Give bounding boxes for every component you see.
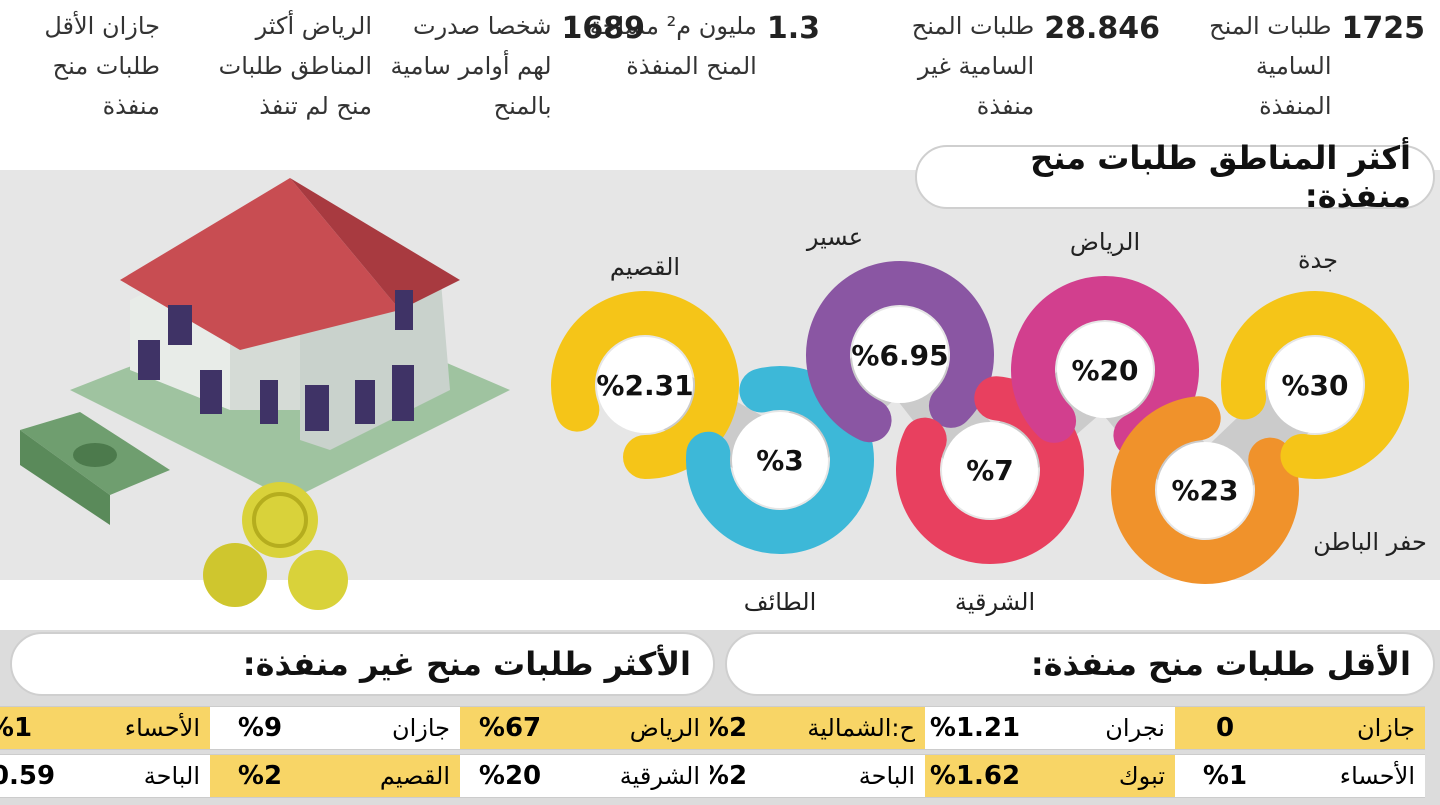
stat: 28.846 طلبات المنح السامية غير منفذة <box>884 6 1160 126</box>
cell-value: %1.62 <box>925 754 1025 798</box>
ring-center <box>1267 337 1363 433</box>
cell-value: 0 <box>1175 706 1275 750</box>
stat: 1.3 مليون م² مساحة المنح المنفذة <box>587 6 820 86</box>
cell-name: الأحساء <box>1275 754 1425 798</box>
value-label: %3 <box>756 444 804 477</box>
stat-label: شخصا صدرت لهم أوامر سامية بالمنح <box>390 12 552 120</box>
table-title: الأكثر طلبات منح غير منفذة: <box>10 632 715 696</box>
value-label: %23 <box>1171 474 1238 507</box>
value-label: %6.95 <box>851 339 948 372</box>
cell-value: %67 <box>460 706 560 750</box>
rings: %2.31 القصيم %3 الطائف %6.95 عسير %7 الشرقية %20… <box>551 223 1427 616</box>
ring <box>1011 276 1199 458</box>
cell-name: جازان <box>1275 706 1425 750</box>
ring-center <box>942 422 1038 518</box>
stat: جازان الأقل طلبات منح منفذة <box>20 6 160 126</box>
table: جازان 0 نجران %1.21 ح:الشمالية %2 الأحساء %1 تبو… <box>675 706 1425 798</box>
cell-name: الشرقية <box>560 754 710 798</box>
value-label: %2.31 <box>596 369 693 402</box>
ring <box>1111 396 1299 584</box>
cell-name: ح:الشمالية <box>775 706 925 750</box>
cell-value: %2 <box>210 754 310 798</box>
category-label: عسير <box>806 223 863 251</box>
ring-center <box>1057 322 1153 418</box>
stat-number: 1725 <box>1341 11 1426 46</box>
table-title: الأقل طلبات منح منفذة: <box>725 632 1435 696</box>
stat: الرياض أكثر المناطق طلبات منح لم تنفذ <box>182 6 372 126</box>
cell-value: %1.21 <box>925 706 1025 750</box>
ring-center <box>597 337 693 433</box>
cell-value: %0.59 <box>0 754 60 798</box>
cell-name: الرياض <box>560 706 710 750</box>
ring-center <box>1157 442 1253 538</box>
stat-label: الرياض أكثر المناطق طلبات منح لم تنفذ <box>218 12 372 120</box>
ring <box>806 261 994 443</box>
cell-name: نجران <box>1025 706 1175 750</box>
category-label: الرياض <box>1070 228 1140 256</box>
value-label: %20 <box>1071 354 1138 387</box>
ring-center <box>732 412 828 508</box>
stat-number: 1689 <box>561 11 646 46</box>
cell-name: القصيم <box>310 754 460 798</box>
stat-label: طلبات المنح السامية المنفذة <box>1209 12 1332 120</box>
cell-value: %9 <box>210 706 310 750</box>
stat-number: 28.846 <box>1044 11 1160 46</box>
stat: 1725 طلبات المنح السامية المنفذة <box>1182 6 1426 126</box>
category-label: حفر الباطن <box>1313 528 1427 556</box>
cell-value: %1 <box>0 706 60 750</box>
house-illustration <box>20 178 510 610</box>
value-label: %30 <box>1281 369 1348 402</box>
cell-name: الأحساء <box>60 706 210 750</box>
chart-title: أكثر المناطق طلبات منح منفذة: <box>915 139 1435 215</box>
stat-label: مليون م² مساحة المنح المنفذة <box>589 12 757 80</box>
stat-label: طلبات المنح السامية غير منفذة <box>911 12 1035 120</box>
cell-value: %1 <box>1175 754 1275 798</box>
ring-center <box>852 307 948 403</box>
category-label: القصيم <box>610 253 680 281</box>
category-label: الطائف <box>744 588 817 616</box>
ring <box>686 366 874 554</box>
cell-value: %20 <box>460 754 560 798</box>
value-label: %7 <box>966 454 1014 487</box>
cell-name: تبوك <box>1025 754 1175 798</box>
stat-number: 1.3 <box>766 11 820 46</box>
stat-label: جازان الأقل طلبات منح منفذة <box>44 12 160 120</box>
cell-name: الباحة <box>775 754 925 798</box>
ring <box>1221 291 1409 479</box>
category-label: جدة <box>1298 246 1338 274</box>
stat: 1689 شخصا صدرت لهم أوامر سامية بالمنح <box>382 6 646 126</box>
cell-name: الباحة <box>60 754 210 798</box>
cell-name: جازان <box>310 706 460 750</box>
category-label: الشرقية <box>955 588 1035 616</box>
